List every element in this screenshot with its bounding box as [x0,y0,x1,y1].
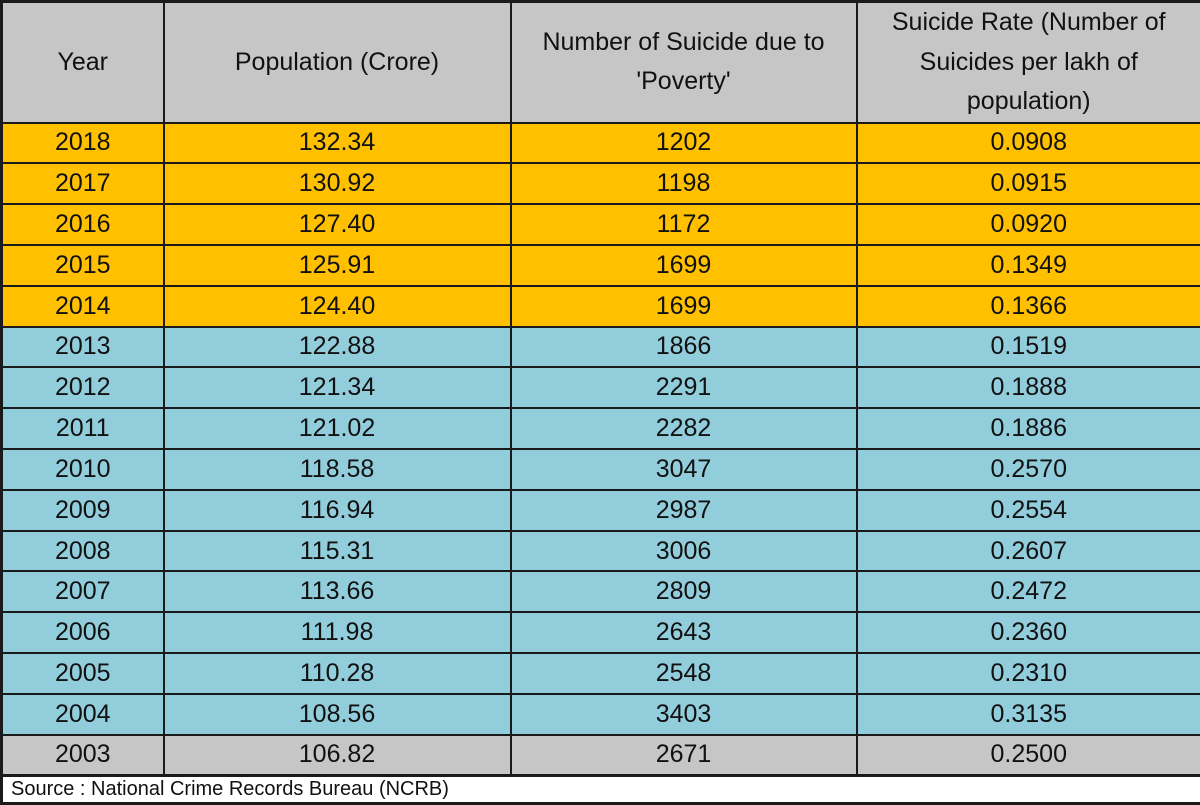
cell-year: 2007 [0,570,165,614]
cell-suicides: 3006 [509,529,858,573]
cell-suicide-rate: 0.0915 [855,162,1200,206]
cell-suicide-rate: 0.1519 [855,325,1200,369]
table-row: 2007 113.66 2809 0.2472 [0,570,1200,614]
cell-suicides: 2643 [509,611,858,655]
source-note: Source : National Crime Records Bureau (… [0,774,1200,805]
cell-suicides: 2987 [509,488,858,532]
cell-suicide-rate: 0.0908 [855,121,1200,165]
cell-year: 2009 [0,488,165,532]
cell-year: 2014 [0,284,165,328]
cell-year: 2010 [0,448,165,491]
cell-year: 2006 [0,611,165,655]
cell-suicide-rate: 0.2500 [855,733,1200,777]
table-row: 2017 130.92 1198 0.0915 [0,162,1200,206]
cell-population: 118.58 [162,448,512,491]
header-year: Year [0,0,165,124]
cell-population: 108.56 [162,692,512,736]
table-row: 2012 121.34 2291 0.1888 [0,366,1200,410]
cell-suicides: 1172 [509,203,858,246]
cell-suicides: 3403 [509,692,858,736]
table-row: 2005 110.28 2548 0.2310 [0,652,1200,695]
cell-population: 124.40 [162,284,512,328]
table-row: 2009 116.94 2987 0.2554 [0,488,1200,532]
cell-year: 2015 [0,243,165,287]
cell-population: 130.92 [162,162,512,206]
cell-suicide-rate: 0.2607 [855,529,1200,573]
cell-suicides: 2671 [509,733,858,777]
table-row: 2003 106.82 2671 0.2500 [0,733,1200,777]
cell-suicide-rate: 0.2472 [855,570,1200,614]
cell-suicide-rate: 0.0920 [855,203,1200,246]
cell-year: 2008 [0,529,165,573]
table-row: 2014 124.40 1699 0.1366 [0,284,1200,328]
table-row: 2016 127.40 1172 0.0920 [0,203,1200,246]
cell-year: 2016 [0,203,165,246]
cell-year: 2013 [0,325,165,369]
cell-year: 2018 [0,121,165,165]
cell-suicide-rate: 0.1888 [855,366,1200,410]
cell-suicides: 1202 [509,121,858,165]
table-row: 2013 122.88 1866 0.1519 [0,325,1200,369]
cell-suicides: 2282 [509,407,858,450]
table-row: 2018 132.34 1202 0.0908 [0,121,1200,165]
table-row: 2006 111.98 2643 0.2360 [0,611,1200,655]
cell-year: 2003 [0,733,165,777]
cell-suicides: 1699 [509,284,858,328]
cell-population: 116.94 [162,488,512,532]
cell-suicides: 3047 [509,448,858,491]
cell-population: 121.02 [162,407,512,450]
cell-suicide-rate: 0.1349 [855,243,1200,287]
cell-suicide-rate: 0.1886 [855,407,1200,450]
cell-suicide-rate: 0.3135 [855,692,1200,736]
cell-suicides: 2548 [509,652,858,695]
cell-suicides: 2291 [509,366,858,410]
table-body: 2018 132.34 1202 0.0908 2017 130.92 1198 0.0915… [0,121,1200,777]
source-row: Source : National Crime Records Bureau (… [0,774,1200,805]
cell-suicide-rate: 0.2570 [855,448,1200,491]
cell-population: 132.34 [162,121,512,165]
header-row: Year Population (Crore) Number of Suicid… [0,0,1200,124]
cell-population: 113.66 [162,570,512,614]
cell-year: 2012 [0,366,165,410]
table-row: 2011 121.02 2282 0.1886 [0,407,1200,450]
cell-population: 115.31 [162,529,512,573]
cell-population: 111.98 [162,611,512,655]
cell-year: 2011 [0,407,165,450]
cell-suicides: 1198 [509,162,858,206]
cell-population: 106.82 [162,733,512,777]
cell-year: 2004 [0,692,165,736]
header-suicides: Number of Suicide due to 'Poverty' [509,0,858,124]
header-population: Population (Crore) [162,0,512,124]
cell-suicides: 2809 [509,570,858,614]
cell-population: 110.28 [162,652,512,695]
cell-suicide-rate: 0.1366 [855,284,1200,328]
cell-suicide-rate: 0.2360 [855,611,1200,655]
cell-population: 127.40 [162,203,512,246]
cell-year: 2017 [0,162,165,206]
cell-population: 125.91 [162,243,512,287]
table-row: 2008 115.31 3006 0.2607 [0,529,1200,573]
cell-population: 121.34 [162,366,512,410]
cell-suicides: 1699 [509,243,858,287]
cell-suicides: 1866 [509,325,858,369]
cell-year: 2005 [0,652,165,695]
header-suicide-rate: Suicide Rate (Number of Suicides per lak… [855,0,1200,124]
table-row: 2015 125.91 1699 0.1349 [0,243,1200,287]
cell-population: 122.88 [162,325,512,369]
cell-suicide-rate: 0.2310 [855,652,1200,695]
table-row: 2004 108.56 3403 0.3135 [0,692,1200,736]
cell-suicide-rate: 0.2554 [855,488,1200,532]
table-row: 2010 118.58 3047 0.2570 [0,448,1200,491]
